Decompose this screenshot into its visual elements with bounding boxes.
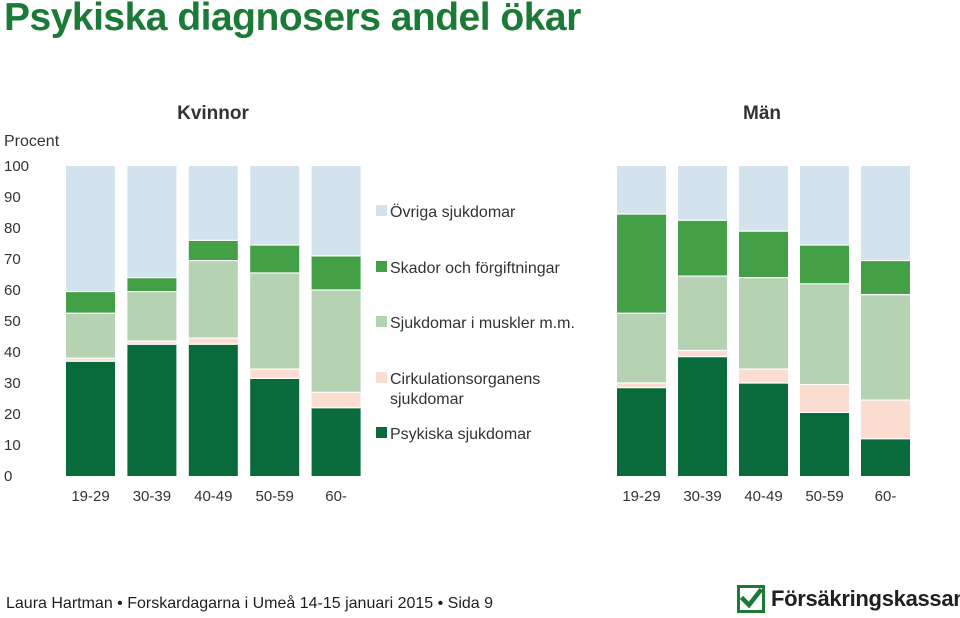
x-tick-label: 60- (875, 488, 897, 505)
bar-segment (127, 344, 177, 476)
footer-text: Laura Hartman • Forskardagarna i Umeå 14… (6, 595, 494, 612)
y-tick-label: 10 (4, 437, 21, 454)
bar-segment (739, 383, 788, 476)
bar-segment (188, 240, 238, 261)
bar-segment (739, 166, 788, 232)
bar-segment (861, 438, 910, 476)
bar-segment (800, 166, 849, 246)
bar-segment (800, 412, 849, 476)
y-tick-label: 0 (4, 468, 12, 485)
bar-segment (739, 231, 788, 278)
bar-segment (127, 341, 177, 345)
y-tick-label: 40 (4, 344, 21, 361)
bar-segment (188, 166, 238, 241)
bar-segment (617, 387, 666, 476)
bar-segment (311, 407, 361, 476)
y-tick-label: 100 (4, 158, 29, 175)
x-tick-label: 30-39 (133, 488, 171, 505)
y-tick-label: 90 (4, 189, 21, 206)
bar-segment (250, 378, 300, 476)
legend-swatch (376, 427, 387, 438)
bar-segment (678, 356, 727, 476)
bar-segment (861, 166, 910, 261)
y-tick-label: 20 (4, 406, 21, 423)
bar-segment (127, 277, 177, 292)
fk-logo-icon (737, 585, 765, 613)
bar-segment (127, 166, 177, 278)
bar-segment (311, 392, 361, 408)
bar-segment (127, 291, 177, 342)
bar-segment (739, 369, 788, 383)
bar-segment (678, 350, 727, 357)
bar-segment (66, 313, 115, 359)
bar-segment (861, 260, 910, 295)
legend-label: Skador och förgiftningar (390, 260, 561, 277)
page-title: Psykiska diagnosers andel ökar (4, 0, 581, 39)
y-axis-label: Procent (4, 133, 60, 150)
bar-segment (250, 272, 300, 370)
bar-segment (311, 255, 361, 290)
legend-label: sjukdomar (390, 391, 464, 408)
y-tick-label: 60 (4, 282, 21, 299)
legend-label: Sjukdomar i muskler m.m. (390, 315, 575, 332)
bar-segment (617, 214, 666, 314)
x-tick-label: 40-49 (744, 488, 782, 505)
bar-segment (250, 369, 300, 379)
bar-segment (800, 283, 849, 385)
bar-segment (188, 260, 238, 339)
x-tick-label: 19-29 (71, 488, 109, 505)
bar-segment (66, 291, 115, 314)
legend-label: Psykiska sjukdomar (390, 426, 532, 443)
bar-segment (617, 313, 666, 383)
x-tick-label: 40-49 (194, 488, 232, 505)
bar-segment (188, 338, 238, 345)
bar-segment (800, 384, 849, 413)
bar-segment (861, 400, 910, 439)
legend-swatch (376, 372, 387, 383)
x-tick-label: 60- (325, 488, 347, 505)
bar-segment (739, 277, 788, 370)
legend-swatch (376, 261, 387, 272)
bar-segment (250, 166, 300, 246)
x-tick-label: 30-39 (683, 488, 721, 505)
legend-label: Övriga sjukdomar (390, 203, 516, 221)
x-tick-label: 50-59 (805, 488, 843, 505)
y-tick-label: 50 (4, 313, 21, 330)
bar-segment (66, 166, 115, 292)
bar-segment (188, 344, 238, 476)
man-panel-title: Män (743, 103, 781, 124)
y-tick-label: 80 (4, 220, 21, 237)
bar-segment (678, 220, 727, 277)
y-tick-label: 30 (4, 375, 21, 392)
bar-segment (66, 358, 115, 362)
x-tick-label: 19-29 (622, 488, 660, 505)
bar-segment (800, 245, 849, 284)
legend-label: Cirkulationsorganens (390, 371, 540, 388)
bar-segment (617, 383, 666, 388)
logo-text: Försäkringskassan (771, 586, 960, 611)
bar-segment (66, 361, 115, 476)
bar-segment (311, 166, 361, 256)
bar-segment (678, 166, 727, 221)
stacked-bar-chart: Kvinnor Män Procent 0 10 20 30 40 50 60 70 80 90 1… (4, 103, 910, 505)
bar-segment (678, 276, 727, 351)
legend-swatch (376, 316, 387, 327)
bar-segment (311, 290, 361, 393)
bar-segment (617, 166, 666, 215)
kvinnor-panel-title: Kvinnor (177, 103, 249, 124)
y-tick-label: 70 (4, 251, 21, 268)
bar-segment (861, 294, 910, 401)
x-tick-label: 50-59 (256, 488, 294, 505)
fk-logo: Försäkringskassan (737, 585, 960, 613)
legend-swatch (376, 205, 387, 216)
bar-segment (250, 245, 300, 273)
